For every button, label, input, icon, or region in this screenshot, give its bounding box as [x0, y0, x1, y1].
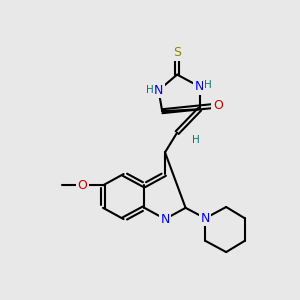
Text: H: H: [192, 135, 200, 145]
Text: O: O: [77, 179, 87, 192]
Text: N: N: [160, 213, 170, 226]
Text: O: O: [213, 99, 223, 112]
Text: H: H: [204, 80, 212, 90]
Text: N: N: [154, 84, 163, 97]
Text: H: H: [146, 85, 153, 95]
Text: S: S: [173, 46, 181, 59]
Text: N: N: [201, 212, 210, 225]
Text: N: N: [195, 80, 204, 93]
